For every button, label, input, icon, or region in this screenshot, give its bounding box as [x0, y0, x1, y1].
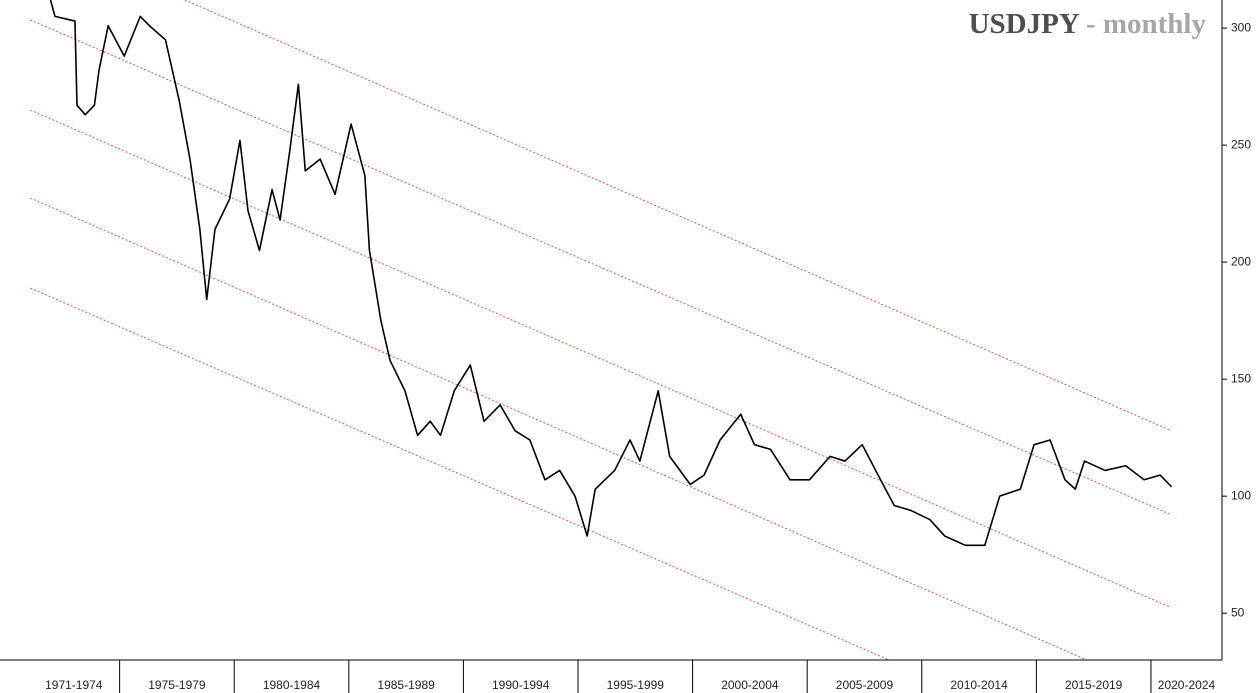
- x-period-label: 2015-2019: [1065, 678, 1123, 692]
- x-period-label: 2000-2004: [721, 678, 779, 692]
- chart-title: USDJPY - monthly: [969, 8, 1207, 40]
- channel-line: [184, 0, 1171, 431]
- y-tick-label: 300: [1231, 20, 1251, 34]
- channel-line: [30, 109, 1171, 608]
- channel-line: [30, 197, 1087, 660]
- x-period-label: 2020-2024: [1158, 678, 1216, 692]
- title-sub: - monthly: [1086, 8, 1207, 40]
- y-tick-label: 100: [1231, 488, 1251, 502]
- x-period-label: 2005-2009: [836, 678, 894, 692]
- x-period-label: 1975-1979: [148, 678, 206, 692]
- title-main: USDJPY: [969, 8, 1080, 40]
- x-period-label: 2010-2014: [950, 678, 1008, 692]
- plot-area: [30, 0, 1173, 660]
- y-tick-label: 150: [1231, 371, 1251, 385]
- channel-line: [30, 19, 1171, 515]
- x-period-label: 1971-1974: [45, 678, 103, 692]
- x-period-label: 1985-1989: [377, 678, 435, 692]
- y-tick-label: 250: [1231, 137, 1251, 151]
- x-period-label: 1995-1999: [607, 678, 665, 692]
- channel-line: [30, 287, 890, 660]
- x-period-label: 1980-1984: [263, 678, 321, 692]
- x-period-label: 1990-1994: [492, 678, 550, 692]
- y-tick-label: 200: [1231, 254, 1251, 268]
- y-tick-label: 50: [1231, 605, 1245, 619]
- price-line: [49, 0, 1173, 547]
